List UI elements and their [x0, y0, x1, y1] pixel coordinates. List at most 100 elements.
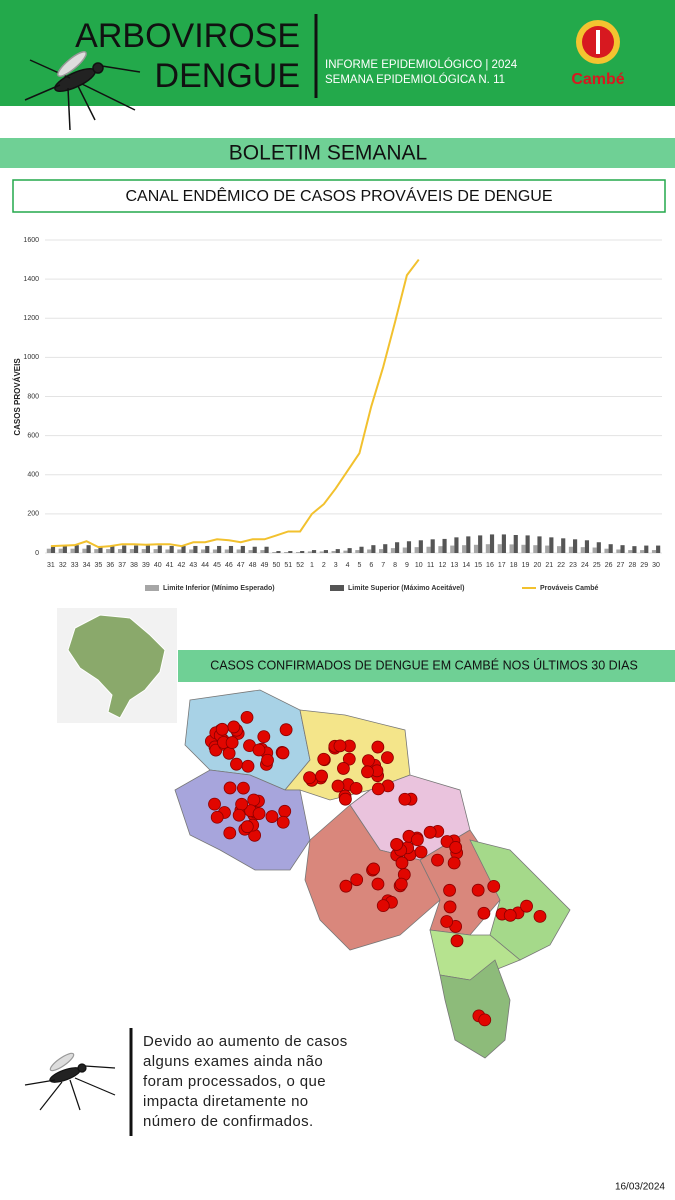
bar: [264, 546, 269, 553]
case-dot: [367, 862, 381, 876]
bar: [573, 539, 578, 553]
bar: [442, 538, 447, 553]
bar: [276, 551, 281, 553]
x-tick-label: 36: [106, 562, 114, 569]
case-dot: [339, 879, 353, 893]
x-tick-label: 8: [393, 562, 397, 569]
x-tick-label: 34: [83, 562, 91, 569]
bar: [284, 552, 289, 553]
x-tick-label: 23: [569, 562, 577, 569]
bar: [217, 545, 222, 553]
case-dot: [398, 792, 412, 806]
case-dot: [410, 833, 424, 847]
bar: [141, 549, 146, 553]
x-tick-label: 6: [369, 562, 373, 569]
bar: [74, 545, 79, 553]
map-title-bg: [178, 650, 675, 682]
bar: [46, 548, 51, 553]
note-line: alguns exames ainda não: [143, 1053, 323, 1070]
x-tick-label: 49: [261, 562, 269, 569]
case-dot: [471, 883, 485, 897]
info-line2: SEMANA EPIDEMIOLÓGICA N. 11: [325, 73, 505, 86]
bar: [596, 542, 601, 553]
case-dots: [204, 711, 547, 1027]
logo-icon: [576, 20, 620, 64]
case-dot: [257, 730, 271, 744]
chart-title-box: [12, 179, 666, 213]
case-dot: [315, 769, 328, 783]
case-dot: [227, 720, 241, 734]
x-tick-label: 1: [310, 562, 314, 569]
bar: [632, 546, 637, 553]
bar: [86, 545, 91, 553]
note-line: impacta diretamente no: [143, 1093, 309, 1110]
case-dot: [240, 820, 254, 834]
legend-label: Limite Inferior (Mínimo Esperado): [163, 585, 275, 592]
case-dot: [350, 873, 364, 887]
x-tick-label: 45: [213, 562, 221, 569]
x-tick-label: 42: [178, 562, 186, 569]
bar: [651, 550, 657, 553]
y-tick-label: 1000: [23, 354, 39, 361]
bar: [157, 545, 162, 553]
bar: [608, 544, 613, 553]
x-tick-label: 28: [628, 562, 636, 569]
x-tick-label: 10: [415, 562, 423, 569]
y-tick-label: 200: [27, 511, 39, 518]
case-dot: [520, 899, 533, 913]
case-dot: [371, 877, 385, 891]
bar: [62, 545, 67, 553]
bar: [260, 550, 265, 553]
header-bg: [0, 0, 675, 106]
x-tick-label: 35: [94, 562, 102, 569]
bar: [584, 540, 590, 553]
bar: [205, 545, 210, 553]
bar: [580, 547, 585, 553]
bar: [189, 549, 194, 553]
case-dot: [215, 722, 229, 736]
y-tick-label: 600: [27, 432, 39, 439]
bar: [620, 545, 625, 553]
bar: [644, 545, 649, 553]
case-dot: [237, 781, 250, 795]
bar: [335, 549, 340, 553]
case-dot: [478, 1013, 492, 1027]
bar: [390, 548, 396, 553]
case-dot: [371, 740, 385, 754]
bar: [347, 548, 352, 553]
bar: [181, 545, 186, 553]
x-tick-label: 21: [545, 562, 553, 569]
bar: [300, 551, 305, 553]
x-tick-label: 19: [522, 562, 530, 569]
x-tick-label: 48: [249, 562, 257, 569]
x-tick-label: 31: [47, 562, 55, 569]
case-dot: [477, 906, 491, 920]
case-dot: [331, 779, 345, 793]
bar: [383, 544, 388, 553]
bar: [201, 549, 206, 553]
x-tick-label: 13: [450, 562, 458, 569]
case-dot: [210, 810, 224, 824]
case-dot: [533, 909, 547, 923]
bar: [418, 540, 423, 553]
bar: [402, 547, 407, 553]
bar: [513, 535, 518, 553]
bar: [454, 537, 459, 553]
x-tick-label: 22: [557, 562, 565, 569]
bar: [145, 545, 151, 553]
bar: [122, 545, 127, 553]
bar: [133, 545, 139, 553]
banner-text: BOLETIM SEMANAL: [229, 142, 427, 165]
case-dot: [423, 825, 437, 839]
bar: [549, 537, 554, 553]
info-line1: INFORME EPIDEMIOLÓGICO | 2024: [325, 58, 518, 71]
map-title: CASOS CONFIRMADOS DE DENGUE EM CAMBÉ NOS…: [210, 657, 638, 672]
x-tick-label: 44: [201, 562, 209, 569]
bar: [224, 549, 229, 553]
bar: [367, 549, 372, 553]
y-tick-label: 1400: [23, 276, 39, 283]
case-dot: [279, 723, 293, 737]
case-dot: [390, 838, 403, 851]
x-tick-label: 33: [71, 562, 79, 569]
